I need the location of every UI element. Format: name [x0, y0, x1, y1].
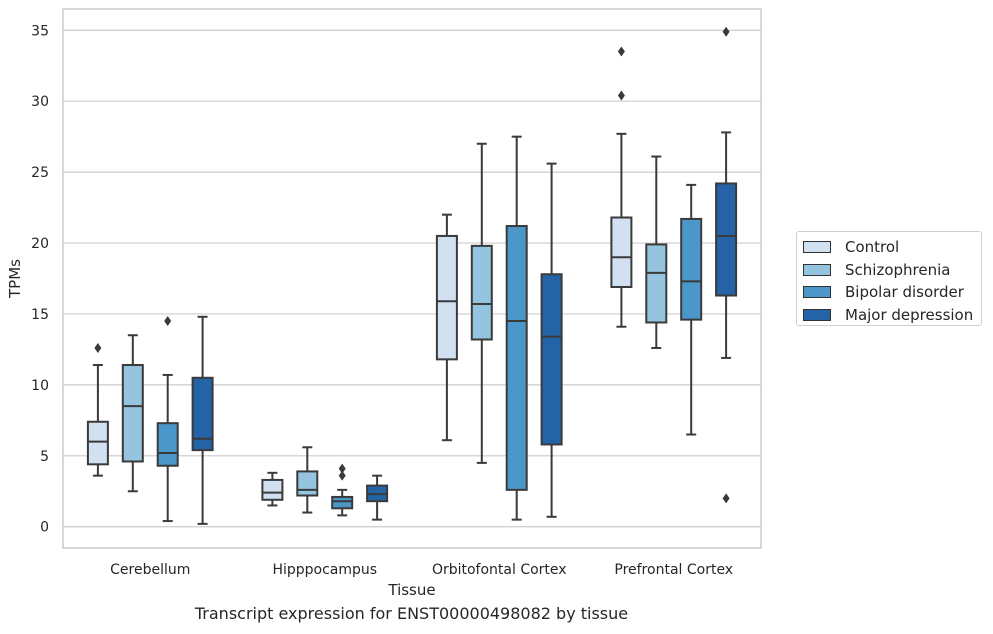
y-tick-label: 5	[40, 449, 49, 465]
x-tick-label: Cerebellum	[110, 562, 190, 578]
box-major-depression	[366, 474, 389, 521]
chart-caption: Transcript expression for ENST0000049808…	[194, 604, 629, 623]
legend-item-bipolar-disorder: Bipolar disorder	[803, 281, 981, 304]
legend-swatch-bipolar-disorder	[803, 286, 831, 299]
box-major-depression	[715, 26, 738, 504]
outlier-point	[94, 343, 102, 354]
iqr-box	[470, 244, 493, 341]
y-tick-label: 35	[31, 23, 49, 39]
legend-label: Bipolar disorder	[845, 283, 964, 302]
iqr-box	[296, 470, 319, 497]
legend-item-major-depression: Major depression	[803, 304, 981, 327]
box-major-depression	[540, 162, 563, 518]
y-tick-label: 20	[31, 236, 49, 252]
iqr-box	[540, 273, 563, 446]
outlier-point	[722, 26, 730, 37]
box-schizophrenia	[121, 334, 144, 493]
box-major-depression	[191, 315, 214, 525]
box-control	[86, 343, 109, 477]
x-tick-labels: Cerebellum Hipppocampus Orbitofontal Corte…	[110, 562, 733, 578]
iqr-box	[156, 422, 179, 467]
iqr-box	[191, 376, 214, 452]
legend-swatch-major-depression	[803, 308, 831, 321]
x-tick-label: Hipppocampus	[272, 562, 377, 578]
legend-swatch-schizophrenia	[803, 263, 831, 276]
iqr-box	[610, 216, 633, 289]
box-bipolar-disorder	[680, 183, 703, 436]
box-control	[261, 471, 284, 507]
y-axis-label: TPMs	[6, 259, 24, 299]
legend-swatch-control	[803, 241, 831, 254]
legend: Control Schizophrenia Bipolar disorder M…	[796, 231, 982, 326]
iqr-box	[680, 217, 703, 321]
iqr-box	[121, 364, 144, 463]
box-schizophrenia	[470, 142, 493, 464]
legend-label: Control	[845, 238, 900, 257]
outlier-point	[617, 46, 625, 57]
outlier-point	[164, 316, 172, 327]
y-tick-label: 10	[31, 378, 49, 394]
outlier-point	[338, 470, 346, 481]
outlier-point	[617, 90, 625, 101]
x-axis-label: Tissue	[387, 581, 435, 599]
iqr-box	[331, 495, 354, 510]
grid-lines	[63, 29, 761, 528]
box-control	[610, 46, 633, 328]
box-control	[435, 213, 458, 442]
iqr-box	[86, 420, 109, 466]
x-tick-label: Prefrontal Cortex	[614, 562, 733, 578]
box-schizophrenia	[296, 446, 319, 514]
iqr-box	[645, 243, 668, 324]
box-bipolar-disorder	[505, 135, 528, 521]
iqr-box	[261, 478, 284, 501]
x-tick-label: Orbitofontal Cortex	[432, 562, 567, 578]
box-bipolar-disorder	[156, 316, 179, 523]
iqr-box	[435, 234, 458, 361]
outlier-point	[338, 463, 346, 474]
legend-item-schizophrenia: Schizophrenia	[803, 259, 981, 282]
y-tick-labels: 0 5 10 15 20 25 30 35	[31, 23, 49, 535]
legend-label: Major depression	[845, 305, 974, 324]
y-tick-label: 25	[31, 165, 49, 181]
legend-item-control: Control	[803, 236, 981, 259]
outlier-point	[722, 493, 730, 504]
legend-label: Schizophrenia	[845, 260, 951, 279]
box-plot-series	[86, 26, 738, 525]
y-tick-label: 30	[31, 94, 49, 110]
y-tick-label: 15	[31, 307, 49, 323]
y-tick-label: 0	[40, 520, 49, 536]
plot-frame	[62, 8, 762, 549]
box-schizophrenia	[645, 155, 668, 350]
iqr-box	[505, 225, 528, 491]
iqr-box	[715, 182, 738, 297]
box-bipolar-disorder	[331, 463, 354, 517]
